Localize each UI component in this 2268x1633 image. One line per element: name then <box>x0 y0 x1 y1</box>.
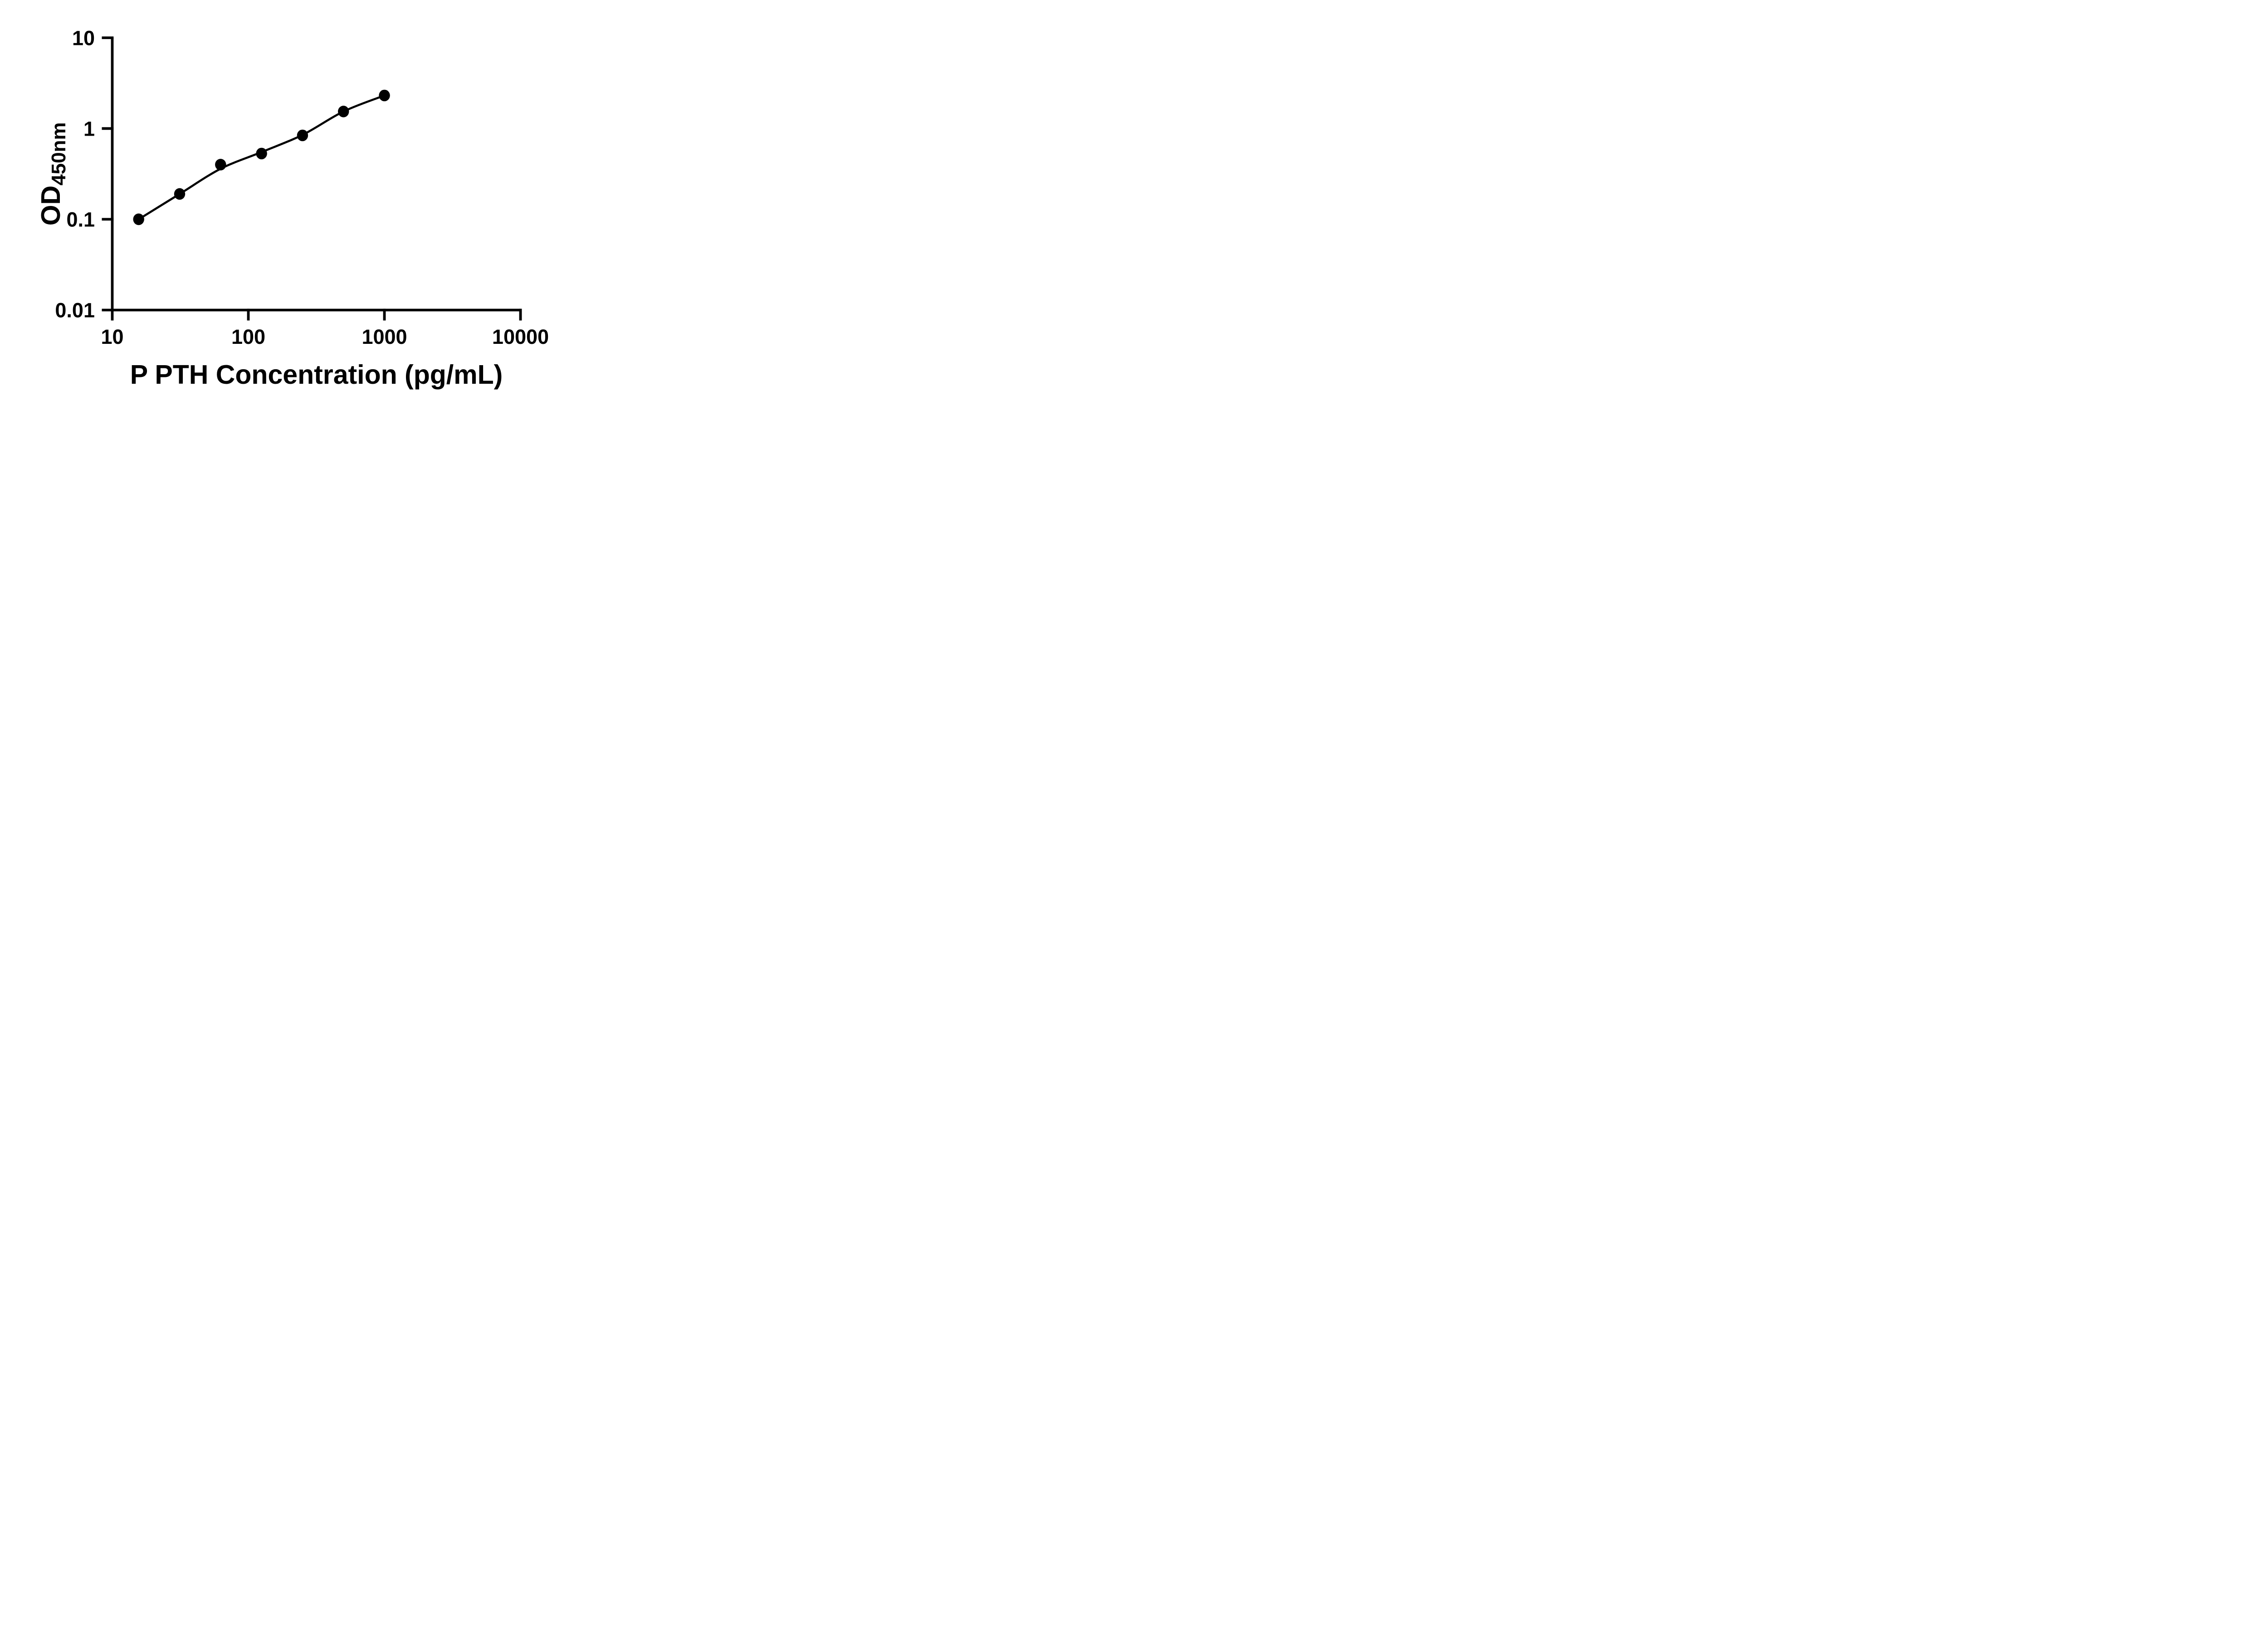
data-point-marker <box>133 213 144 225</box>
y-tick-label-1: 1 <box>83 117 95 141</box>
standard-curve-plot: 10 1 0.1 0.01 10 100 1000 10000 P PTH Co… <box>36 27 549 390</box>
y-tick-label-0.01: 0.01 <box>55 299 95 322</box>
y-axis-title-subscript: 450nm <box>48 122 70 185</box>
data-series-marks <box>133 89 390 225</box>
y-tick-label-10: 10 <box>72 27 95 50</box>
data-point-marker <box>297 129 308 142</box>
data-point-marker <box>379 89 390 102</box>
data-point-marker <box>215 159 226 171</box>
axis-spines <box>111 38 521 312</box>
data-point-marker <box>256 147 267 160</box>
y-tick-label-0.1: 0.1 <box>66 208 95 231</box>
y-axis-title: OD450nm <box>36 122 70 225</box>
data-point-marker <box>174 188 186 200</box>
x-axis-ticks <box>111 308 522 321</box>
x-tick-label-10: 10 <box>101 325 123 348</box>
x-tick-label-100: 100 <box>231 325 265 348</box>
x-tick-label-1000: 1000 <box>362 325 407 348</box>
data-point-marker <box>338 106 349 117</box>
x-axis-title: P PTH Concentration (pg/mL) <box>130 360 503 390</box>
y-axis-title-main: OD <box>36 186 66 226</box>
x-tick-label-10000: 10000 <box>492 325 549 348</box>
elisa-standard-curve-figure: 10 1 0.1 0.01 10 100 1000 10000 P PTH Co… <box>0 0 583 408</box>
